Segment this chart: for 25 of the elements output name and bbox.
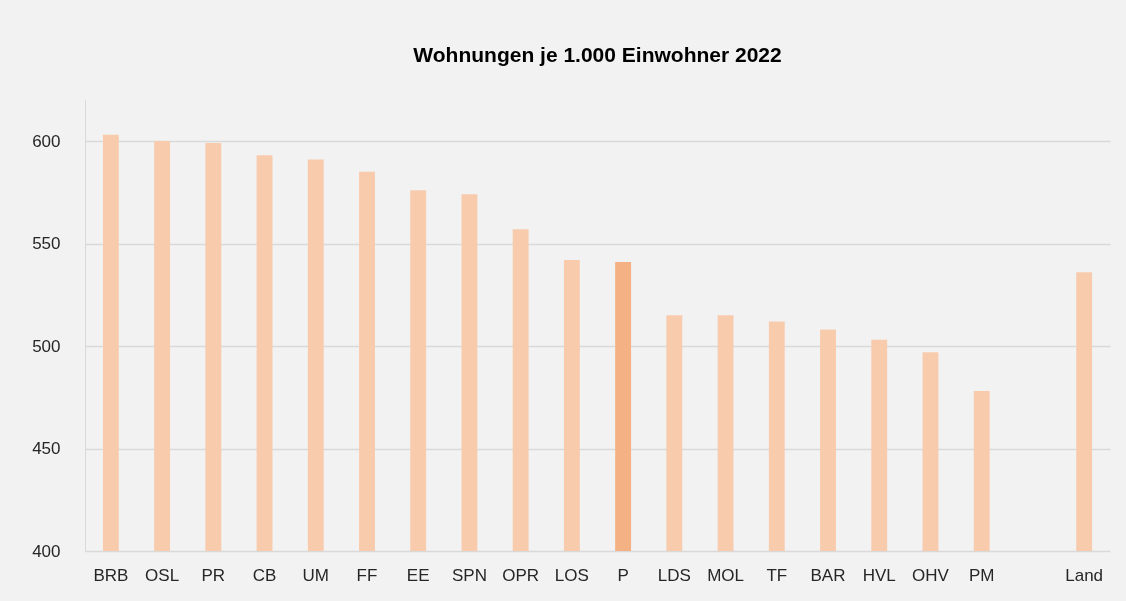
x-tick-label: CB — [252, 565, 277, 585]
x-tick-label: LOS — [554, 565, 589, 585]
x-tick-label: BRB — [93, 565, 129, 585]
x-tick-label: TF — [766, 565, 788, 585]
y-tick-label: 600 — [32, 131, 61, 151]
y-tick-label: 550 — [32, 234, 61, 253]
x-tick-label: MOL — [707, 565, 744, 585]
y-tick-label: 500 — [32, 336, 61, 356]
x-tick-label: SPN — [451, 565, 487, 585]
x-tick-label: FF — [356, 565, 378, 585]
x-tick-label: P — [617, 565, 629, 585]
y-tick-label: 400 — [32, 541, 61, 561]
x-tick-label: OSL — [145, 565, 180, 585]
x-tick-label: PM — [968, 565, 995, 585]
x-tick-label: OHV — [912, 565, 950, 585]
x-tick-label: HVL — [862, 565, 896, 585]
chart-title: Wohnungen je 1.000 Einwohner 2022 — [413, 43, 782, 66]
x-tick-label: EE — [406, 565, 430, 585]
x-tick-label: OPR — [502, 565, 540, 585]
x-tick-label: Land — [1065, 565, 1104, 585]
x-tick-label: LDS — [657, 565, 691, 585]
x-tick-label: BAR — [810, 565, 846, 585]
y-tick-label: 450 — [32, 439, 61, 458]
x-tick-label: UM — [302, 565, 329, 585]
x-tick-label: PR — [201, 565, 226, 585]
